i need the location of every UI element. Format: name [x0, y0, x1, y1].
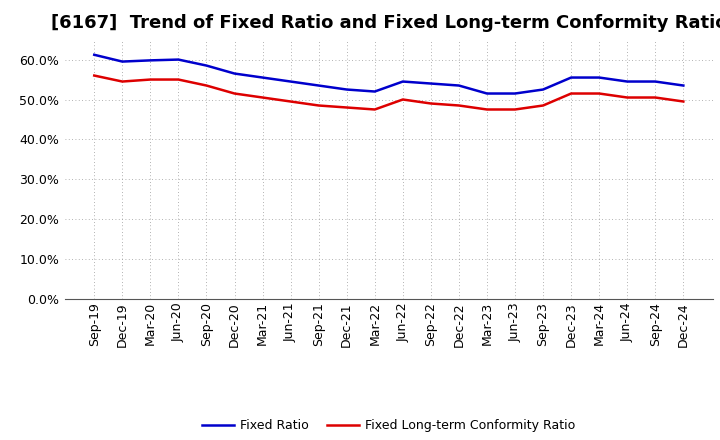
Fixed Ratio	[510, 91, 519, 96]
Fixed Long-term Conformity Ratio	[595, 91, 603, 96]
Fixed Ratio	[174, 57, 183, 62]
Fixed Long-term Conformity Ratio	[343, 105, 351, 110]
Fixed Ratio	[567, 75, 575, 80]
Fixed Long-term Conformity Ratio	[118, 79, 127, 84]
Fixed Long-term Conformity Ratio	[174, 77, 183, 82]
Fixed Ratio	[679, 83, 688, 88]
Title: [6167]  Trend of Fixed Ratio and Fixed Long-term Conformity Ratio: [6167] Trend of Fixed Ratio and Fixed Lo…	[50, 15, 720, 33]
Fixed Long-term Conformity Ratio	[567, 91, 575, 96]
Fixed Ratio	[371, 89, 379, 94]
Fixed Long-term Conformity Ratio	[454, 103, 463, 108]
Line: Fixed Ratio: Fixed Ratio	[94, 55, 683, 94]
Fixed Ratio	[398, 79, 407, 84]
Fixed Long-term Conformity Ratio	[315, 103, 323, 108]
Fixed Long-term Conformity Ratio	[258, 95, 267, 100]
Fixed Ratio	[343, 87, 351, 92]
Fixed Long-term Conformity Ratio	[90, 73, 99, 78]
Fixed Long-term Conformity Ratio	[482, 107, 491, 112]
Fixed Long-term Conformity Ratio	[230, 91, 239, 96]
Fixed Long-term Conformity Ratio	[426, 101, 435, 106]
Fixed Long-term Conformity Ratio	[651, 95, 660, 100]
Fixed Long-term Conformity Ratio	[623, 95, 631, 100]
Fixed Long-term Conformity Ratio	[146, 77, 155, 82]
Fixed Ratio	[539, 87, 547, 92]
Fixed Long-term Conformity Ratio	[539, 103, 547, 108]
Fixed Ratio	[118, 59, 127, 64]
Fixed Ratio	[623, 79, 631, 84]
Fixed Ratio	[482, 91, 491, 96]
Fixed Ratio	[202, 63, 211, 68]
Fixed Ratio	[651, 79, 660, 84]
Fixed Ratio	[258, 75, 267, 80]
Fixed Long-term Conformity Ratio	[371, 107, 379, 112]
Fixed Ratio	[426, 81, 435, 86]
Fixed Ratio	[315, 83, 323, 88]
Line: Fixed Long-term Conformity Ratio: Fixed Long-term Conformity Ratio	[94, 76, 683, 110]
Fixed Ratio	[287, 79, 295, 84]
Fixed Ratio	[90, 52, 99, 57]
Legend: Fixed Ratio, Fixed Long-term Conformity Ratio: Fixed Ratio, Fixed Long-term Conformity …	[197, 414, 580, 437]
Fixed Long-term Conformity Ratio	[287, 99, 295, 104]
Fixed Ratio	[595, 75, 603, 80]
Fixed Ratio	[230, 71, 239, 76]
Fixed Long-term Conformity Ratio	[398, 97, 407, 102]
Fixed Ratio	[146, 58, 155, 63]
Fixed Ratio	[454, 83, 463, 88]
Fixed Long-term Conformity Ratio	[679, 99, 688, 104]
Fixed Long-term Conformity Ratio	[510, 107, 519, 112]
Fixed Long-term Conformity Ratio	[202, 83, 211, 88]
